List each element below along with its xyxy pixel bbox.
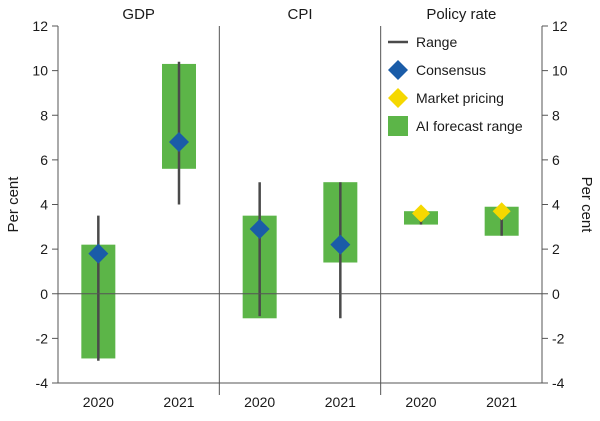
legend-market-swatch	[388, 88, 408, 108]
category-label-0-1: 2021	[163, 394, 194, 410]
y-tick-label-left-3: 2	[40, 241, 48, 257]
legend-label-3: AI forecast range	[416, 118, 523, 134]
y-tick-label-right-3: 2	[552, 241, 560, 257]
y-tick-label-right-1: -2	[552, 330, 565, 346]
legend-ai-swatch	[388, 116, 408, 136]
legend: Range Consensus Market pricing AI forecast …	[388, 34, 523, 136]
consensus-marker-0-0	[88, 243, 109, 264]
market-pricing-marker-2-0	[412, 204, 430, 223]
y-tick-label-left-0: -4	[36, 375, 49, 391]
y-tick-label-left-1: -2	[36, 330, 49, 346]
y-tick-label-right-7: 10	[552, 63, 568, 79]
legend-label-0: Range	[416, 34, 457, 50]
panel-title-1: CPI	[287, 6, 312, 23]
y-tick-label-right-0: -4	[552, 375, 565, 391]
consensus-marker-1-1	[330, 234, 351, 255]
y-tick-label-left-2: 0	[40, 286, 48, 302]
y-axis-title-left: Per cent	[5, 176, 22, 233]
y-tick-label-right-8: 12	[552, 18, 568, 34]
panel-title-2: Policy rate	[426, 6, 496, 23]
chart-marks	[81, 61, 519, 361]
category-label-1-0: 2020	[244, 394, 275, 410]
category-label-2-0: 2020	[405, 394, 436, 410]
consensus-marker-1-0	[249, 219, 270, 240]
y-tick-label-left-5: 6	[40, 152, 48, 168]
y-tick-label-right-6: 8	[552, 107, 560, 123]
panel-title-0: GDP	[122, 6, 155, 23]
category-label-0-0: 2020	[83, 394, 114, 410]
consensus-marker-0-1	[169, 132, 189, 153]
y-tick-label-right-2: 0	[552, 286, 560, 302]
y-tick-label-left-8: 12	[32, 18, 48, 34]
y-tick-label-left-7: 10	[32, 63, 48, 79]
y-tick-label-right-5: 6	[552, 152, 560, 168]
category-label-1-1: 2021	[325, 394, 356, 410]
y-tick-label-left-6: 8	[40, 107, 48, 123]
category-label-2-1: 2021	[486, 394, 517, 410]
legend-consensus-swatch	[388, 60, 408, 80]
legend-label-2: Market pricing	[416, 90, 504, 106]
y-axis-title-right: Per cent	[578, 177, 595, 234]
y-tick-label-right-4: 4	[552, 197, 560, 213]
y-tick-label-left-4: 4	[40, 197, 48, 213]
market-pricing-marker-2-1	[492, 202, 511, 221]
legend-label-1: Consensus	[416, 62, 486, 78]
